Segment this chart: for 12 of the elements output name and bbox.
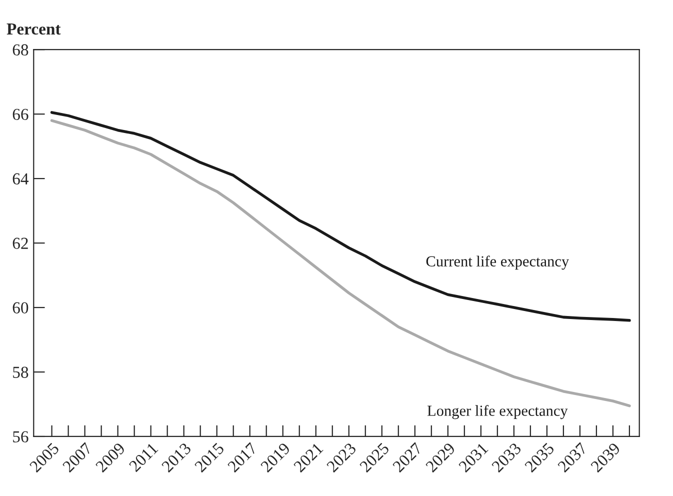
series-label: Current life expectancy: [426, 256, 570, 270]
y-tick-label: 56: [13, 431, 28, 442]
x-tick-label: 2011: [128, 442, 158, 472]
series-label: Longer life expectancy: [427, 405, 568, 420]
y-tick-label: 62: [12, 238, 28, 249]
y-axis-title: Percent: [6, 24, 61, 35]
y-tick-label: 66: [12, 108, 28, 120]
y-tick-label: 60: [12, 302, 28, 314]
y-tick-label: 58: [13, 366, 28, 378]
y-tick-label: 68: [12, 44, 28, 56]
y-tick-label: 64: [12, 173, 29, 185]
line-series: [50, 111, 631, 322]
